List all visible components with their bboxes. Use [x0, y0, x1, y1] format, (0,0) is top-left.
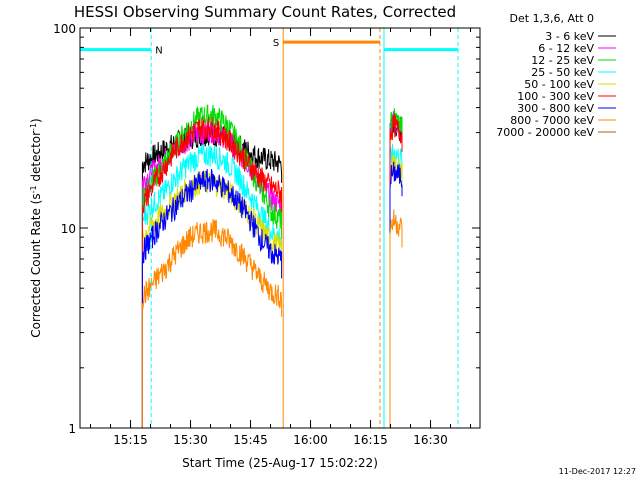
- series-line: [389, 209, 403, 428]
- series-3-6-keV: [141, 113, 403, 428]
- series-25-50-keV: [141, 143, 403, 428]
- y-tick-label: 1: [68, 422, 76, 436]
- flag-label: S: [273, 38, 279, 49]
- series-line: [141, 168, 283, 428]
- series-line: [141, 169, 283, 428]
- series-800-7000-keV: [141, 209, 403, 428]
- series-line: [389, 113, 403, 428]
- series-12-25-keV: [141, 104, 403, 428]
- chart-title: HESSI Observing Summary Count Rates, Cor…: [74, 3, 456, 21]
- x-tick-label: 15:45: [233, 433, 268, 447]
- x-tick-label: 16:30: [413, 433, 448, 447]
- series-line: [389, 154, 403, 428]
- series-300-800-keV: [141, 161, 403, 428]
- data-layer: [141, 104, 403, 428]
- series-line: [389, 143, 403, 428]
- legend-label: 100 - 300 keV: [517, 90, 594, 103]
- x-tick-label: 15:30: [173, 433, 208, 447]
- axis-layer: 15:15 15:30 15:45 16:00 16:15 16:30 1 10 100: [53, 22, 480, 447]
- x-tick-label: 16:00: [293, 433, 328, 447]
- legend-label: 50 - 100 keV: [524, 78, 594, 91]
- legend-label: 800 - 7000 keV: [510, 114, 594, 127]
- legend-label: 25 - 50 keV: [531, 66, 594, 79]
- legend-label: 300 - 800 keV: [517, 102, 594, 115]
- x-tick-label: 15:15: [113, 433, 148, 447]
- legend-header: Det 1,3,6, Att 0: [510, 12, 594, 25]
- x-axis-label: Start Time (25-Aug-17 15:02:22): [182, 456, 378, 470]
- flag-label: N: [155, 46, 162, 57]
- legend-label: 12 - 25 keV: [531, 54, 594, 67]
- series-line: [141, 144, 283, 428]
- y-tick-label: 100: [53, 22, 76, 36]
- series-line: [141, 116, 283, 428]
- series-100-300-keV: [141, 113, 403, 428]
- legend-label: 6 - 12 keV: [538, 42, 594, 55]
- marker-layer: NS: [80, 28, 459, 428]
- series-line: [141, 218, 283, 428]
- y-axis-label: Corrected Count Rate (s-1 detector-1): [29, 118, 44, 337]
- legend-label: 7000 - 20000 keV: [496, 126, 594, 139]
- series-line: [389, 161, 403, 428]
- legend-label: 3 - 6 keV: [545, 30, 594, 43]
- x-tick-label: 16:15: [353, 433, 388, 447]
- y-tick-label: 10: [61, 222, 76, 236]
- generation-timestamp: 11-Dec-2017 12:27: [559, 467, 636, 476]
